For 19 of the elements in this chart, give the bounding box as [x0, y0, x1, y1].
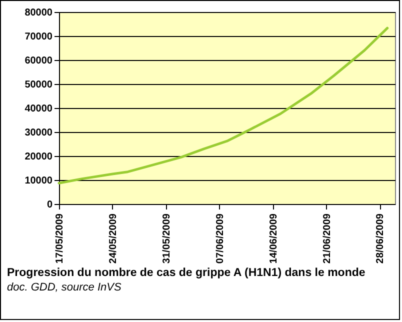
- y-tick-label: 10000: [24, 176, 53, 186]
- x-tick-label: 17/05/2009: [54, 213, 66, 264]
- y-tick-label: 70000: [24, 32, 53, 42]
- y-tick-label: 80000: [24, 8, 53, 18]
- y-tick-label: 50000: [24, 80, 53, 90]
- line-series: [58, 26, 389, 184]
- x-tick-label: 31/05/2009: [161, 213, 172, 264]
- x-tick-label: 07/06/2009: [214, 213, 226, 264]
- y-tick-label: 0: [46, 200, 53, 210]
- x-tick-label: 28/06/2009: [375, 213, 386, 264]
- y-tick-label: 30000: [24, 128, 53, 138]
- y-tick-label: 40000: [24, 104, 53, 114]
- x-tick-label: 24/05/2009: [108, 213, 119, 264]
- y-tick-label: 20000: [24, 152, 53, 162]
- text: doc. GDD, source InVS: [7, 282, 122, 294]
- x-tick-label: 14/06/2009: [268, 213, 280, 264]
- x-tick-label: 21/06/2009: [322, 213, 333, 264]
- y-tick-label: 60000: [24, 56, 53, 66]
- text: Progression du nombre de cas de grippe A (H1N1) dans le monde: [7, 267, 366, 280]
